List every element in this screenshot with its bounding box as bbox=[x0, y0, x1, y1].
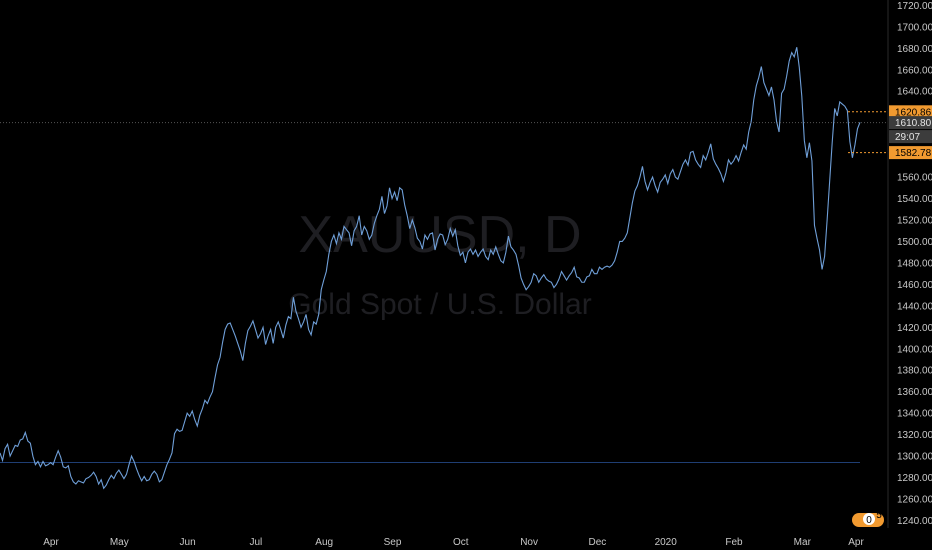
price-tag-box bbox=[889, 146, 932, 160]
x-tick-label: Mar bbox=[794, 537, 812, 548]
y-tick-label: 1440.00 bbox=[897, 301, 932, 312]
x-tick-label: Jul bbox=[250, 537, 263, 548]
x-tick-label: Sep bbox=[384, 537, 402, 548]
widget-badge: 5 bbox=[876, 510, 882, 521]
y-tick-label: 1380.00 bbox=[897, 366, 932, 377]
x-tick-label: Apr bbox=[848, 537, 864, 548]
y-tick-label: 1660.00 bbox=[897, 65, 932, 76]
x-tick-label: May bbox=[110, 537, 129, 548]
x-tick-label: Dec bbox=[589, 537, 607, 548]
y-tick-label: 1500.00 bbox=[897, 237, 932, 248]
x-tick-label: Feb bbox=[725, 537, 743, 548]
y-tick-label: 1540.00 bbox=[897, 194, 932, 205]
price-series-line[interactable] bbox=[0, 47, 861, 490]
x-tick-label: Aug bbox=[315, 537, 333, 548]
y-tick-label: 1400.00 bbox=[897, 344, 932, 355]
y-tick-label: 1420.00 bbox=[897, 323, 932, 334]
y-tick-label: 1680.00 bbox=[897, 44, 932, 55]
chart-widget[interactable]: 0 5 bbox=[852, 510, 884, 527]
y-tick-label: 1520.00 bbox=[897, 216, 932, 227]
x-tick-label: Oct bbox=[453, 537, 469, 548]
y-tick-label: 1300.00 bbox=[897, 452, 932, 463]
x-tick-label: 2020 bbox=[655, 537, 678, 548]
y-tick-label: 1700.00 bbox=[897, 22, 932, 33]
y-tick-label: 1480.00 bbox=[897, 258, 932, 269]
y-tick-label: 1360.00 bbox=[897, 387, 932, 398]
y-tick-label: 1320.00 bbox=[897, 430, 932, 441]
y-tick-label: 1560.00 bbox=[897, 173, 932, 184]
y-tick-label: 1720.00 bbox=[897, 1, 932, 12]
y-tick-label: 1460.00 bbox=[897, 280, 932, 291]
y-tick-label: 1260.00 bbox=[897, 495, 932, 506]
x-tick-label: Nov bbox=[520, 537, 538, 548]
x-tick-label: Apr bbox=[43, 537, 59, 548]
price-tag-label: 1610.80 bbox=[895, 118, 932, 129]
widget-circle bbox=[863, 513, 875, 525]
y-tick-label: 1640.00 bbox=[897, 87, 932, 98]
widget-label: 0 bbox=[866, 515, 872, 526]
x-tick-label: Jun bbox=[180, 537, 196, 548]
price-tag-label: 29:07 bbox=[895, 132, 920, 143]
y-tick-label: 1340.00 bbox=[897, 409, 932, 420]
price-tag-box bbox=[889, 130, 932, 144]
price-tag-label: 1620.86 bbox=[895, 107, 932, 118]
watermark-description: Gold Spot / U.S. Dollar bbox=[288, 288, 591, 321]
y-tick-label: 1280.00 bbox=[897, 473, 932, 484]
price-tag-box bbox=[889, 116, 932, 130]
price-tag-label: 1582.78 bbox=[895, 148, 932, 159]
y-tick-label: 1240.00 bbox=[897, 516, 932, 527]
price-tag-box bbox=[889, 105, 932, 119]
